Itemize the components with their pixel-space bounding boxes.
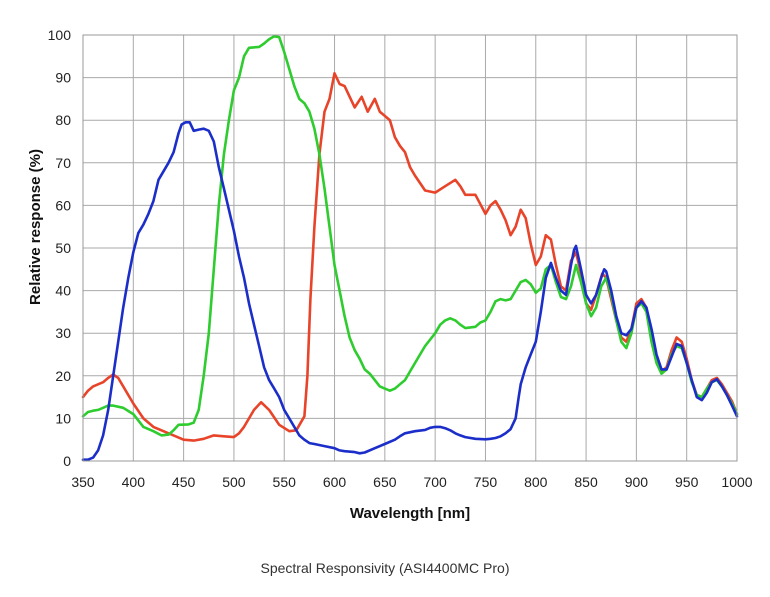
y-tick-label: 30 (55, 325, 71, 341)
x-tick-label: 650 (373, 474, 397, 490)
x-tick-label: 700 (423, 474, 447, 490)
y-tick-label: 90 (55, 70, 71, 86)
x-tick-label: 900 (625, 474, 649, 490)
x-tick-label: 500 (222, 474, 246, 490)
x-tick-label: 950 (675, 474, 699, 490)
x-tick-label: 600 (323, 474, 347, 490)
x-tick-label: 850 (574, 474, 598, 490)
grid (82, 34, 738, 462)
chart-caption: Spectral Responsivity (ASI4400MC Pro) (260, 560, 510, 576)
y-axis-label: Relative response (%) (27, 149, 44, 305)
y-tick-label: 100 (48, 27, 72, 43)
series-line-3 (81, 121, 739, 462)
x-tick-label: 750 (474, 474, 498, 490)
series-layer (81, 34, 739, 462)
x-tick-label: 400 (122, 474, 146, 490)
x-tick-label: 1000 (721, 474, 752, 490)
y-tick-label: 20 (55, 368, 71, 384)
y-tick-label: 40 (55, 283, 71, 299)
y-tick-label: 0 (63, 453, 71, 469)
plot-frame (82, 34, 738, 462)
y-tick-label: 50 (55, 240, 71, 256)
y-tick-label: 60 (55, 197, 71, 213)
x-tick-label: 800 (524, 474, 548, 490)
x-tick-label: 550 (273, 474, 297, 490)
x-tick-label: 450 (172, 474, 196, 490)
y-tick-labels: 0 10 20 30 40 50 60 70 80 90 100 (48, 27, 72, 469)
y-tick-label: 10 (55, 410, 71, 426)
x-tick-labels: 350 400 450 500 550 600 650 700 750 800 850 900 950 1… (71, 474, 752, 490)
y-tick-label: 70 (55, 155, 71, 171)
y-tick-label: 80 (55, 112, 71, 128)
x-axis-label: Wavelength [nm] (350, 505, 470, 522)
x-tick-label: 350 (71, 474, 95, 490)
